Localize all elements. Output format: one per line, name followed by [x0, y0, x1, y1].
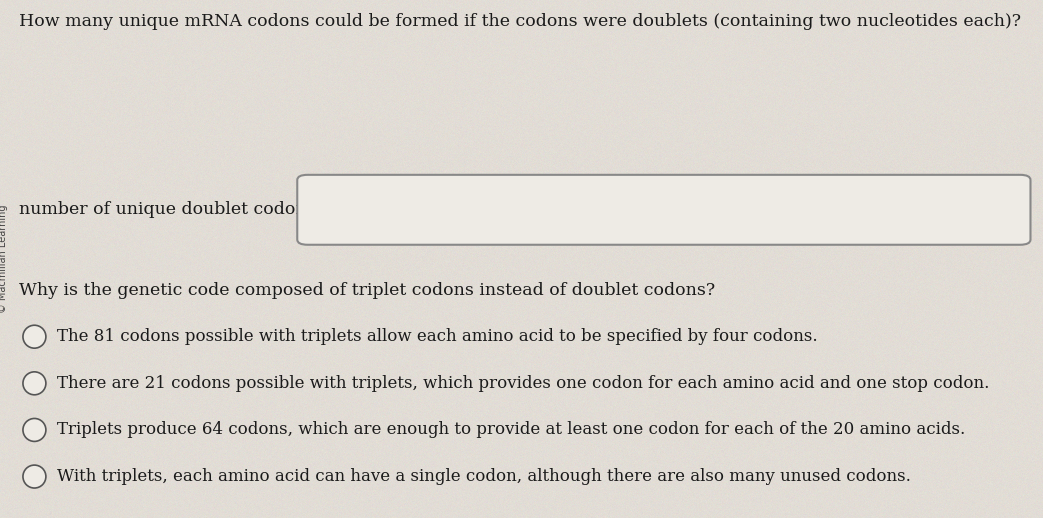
Text: The 81 codons possible with triplets allow each amino acid to be specified by fo: The 81 codons possible with triplets all…: [57, 328, 818, 345]
Text: With triplets, each amino acid can have a single codon, although there are also : With triplets, each amino acid can have …: [57, 468, 912, 485]
Text: How many unique mRNA codons could be formed if the codons were doublets (contain: How many unique mRNA codons could be for…: [19, 13, 1021, 30]
Text: Why is the genetic code composed of triplet codons instead of doublet codons?: Why is the genetic code composed of trip…: [19, 282, 714, 299]
Ellipse shape: [23, 372, 46, 395]
Text: Triplets produce 64 codons, which are enough to provide at least one codon for e: Triplets produce 64 codons, which are en…: [57, 422, 966, 438]
Ellipse shape: [23, 325, 46, 348]
Text: There are 21 codons possible with triplets, which provides one codon for each am: There are 21 codons possible with triple…: [57, 375, 990, 392]
Ellipse shape: [23, 419, 46, 441]
Ellipse shape: [23, 465, 46, 488]
FancyBboxPatch shape: [297, 175, 1030, 245]
Text: number of unique doublet codons:: number of unique doublet codons:: [19, 202, 321, 218]
Text: © Macmillan Learning: © Macmillan Learning: [0, 205, 8, 313]
